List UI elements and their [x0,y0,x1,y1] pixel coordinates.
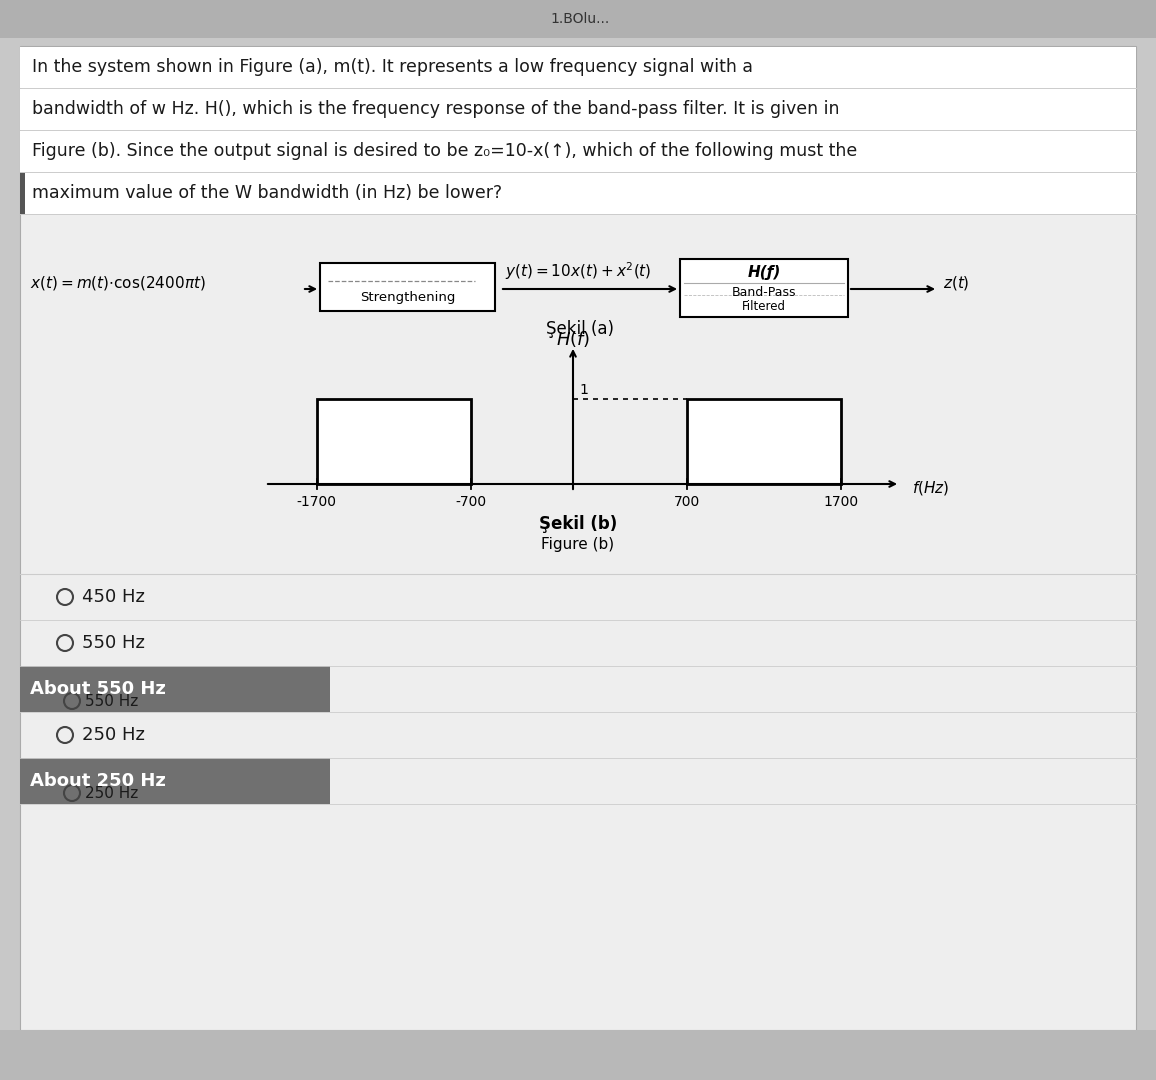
Bar [20,89,1136,130]
Bar [20,666,329,712]
Text: $\mathit{f}(Hz)$: $\mathit{f}(Hz)$ [912,480,949,497]
Bar [317,399,470,484]
Text: About 250 Hz: About 250 Hz [30,772,165,789]
Text: 1: 1 [579,383,588,397]
Bar [687,399,842,484]
Bar [0,0,1156,38]
Text: -1700: -1700 [297,495,336,509]
Text: 450 Hz: 450 Hz [82,588,144,606]
Text: 550 Hz: 550 Hz [86,693,139,708]
Text: bandwidth of w Hz. H(), which is the frequency response of the band-pass filter.: bandwidth of w Hz. H(), which is the fre… [32,100,839,118]
Bar [0,1030,1156,1080]
Text: Figure (b). Since the output signal is desired to be z₀=10-x(↑), which of the fo: Figure (b). Since the output signal is d… [32,141,858,160]
Text: Şekil (a): Şekil (a) [546,320,614,338]
Text: Şekil (b): Şekil (b) [539,515,617,534]
Text: 700: 700 [674,495,701,509]
Bar [20,758,329,804]
Text: 250 Hz: 250 Hz [86,785,139,800]
Text: Strengthening: Strengthening [360,291,455,303]
Text: $z(t)$: $z(t)$ [943,274,970,292]
Text: $x(t)=m(t){\cdot}\cos(2400\pi t)$: $x(t)=m(t){\cdot}\cos(2400\pi t)$ [30,274,206,292]
Text: $y(t)=10x(t)+x^2(t)$: $y(t)=10x(t)+x^2(t)$ [505,260,652,282]
Text: 1700: 1700 [824,495,859,509]
Text: In the system shown in Figure (a), m(t). It represents a low frequency signal wi: In the system shown in Figure (a), m(t).… [32,58,753,76]
Text: -700: -700 [455,495,487,509]
Text: H(ƒ): H(ƒ) [747,266,780,281]
Text: Filtered: Filtered [742,300,786,313]
Bar [20,172,25,214]
Text: Band-Pass: Band-Pass [732,286,796,299]
Text: 250 Hz: 250 Hz [82,726,144,744]
Bar [680,259,849,318]
Text: maximum value of the W bandwidth (in Hz) be lower?: maximum value of the W bandwidth (in Hz)… [32,184,502,202]
Text: Figure (b): Figure (b) [541,537,615,552]
Text: About 550 Hz: About 550 Hz [30,680,165,698]
Bar [320,264,495,311]
Bar [20,173,1136,214]
Bar [20,131,1136,172]
Text: $H(\mathit{f})$: $H(\mathit{f})$ [556,329,591,349]
Bar [20,48,1136,87]
Text: 1.BOlu...: 1.BOlu... [550,12,609,26]
Text: 550 Hz: 550 Hz [82,634,144,652]
